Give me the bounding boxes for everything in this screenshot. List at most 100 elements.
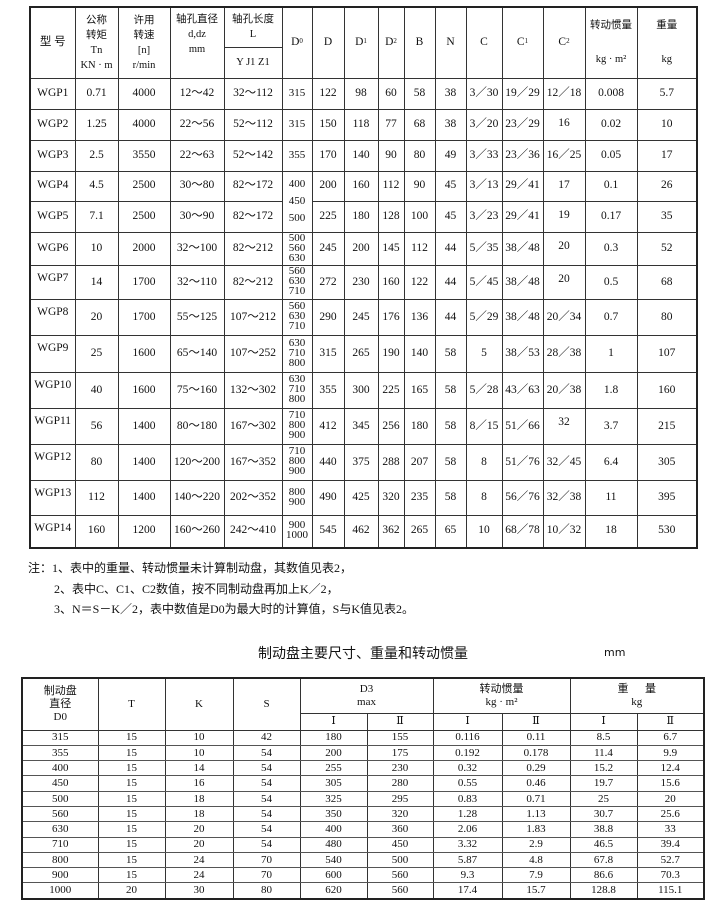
cell-m: 17: [636, 139, 698, 172]
cell-weight-II: 15.6: [636, 775, 705, 792]
cell-inertia-I: 3.32: [432, 836, 503, 853]
cell-d: 30～90: [169, 200, 225, 233]
header-D: D: [311, 6, 345, 79]
cell-S: 42: [232, 729, 301, 746]
cell-D1: 345: [343, 408, 379, 446]
cell-I: 0.1: [584, 170, 638, 202]
header-disc-diameter: 制动盘 直径 D0: [21, 677, 99, 731]
cell-D0: 400 450 500: [281, 170, 313, 233]
header-bore-length-types: Y J1 Z1: [223, 46, 283, 79]
cell-D0: 900 1000: [281, 515, 313, 549]
cell-m: 68: [636, 265, 698, 301]
table-row: WGP10 40 1600 75～160 132～302 630 710 800 355 300 2…: [29, 372, 698, 410]
cell-inertia-I: 1.28: [432, 805, 503, 823]
cell-D1: 160: [343, 170, 379, 202]
cell-C: 3／23: [465, 200, 503, 233]
cell-d: 12～42: [169, 77, 225, 110]
table-row: WGP8 20 1700 55～125 107～212 560 630 710 290 245 17…: [29, 299, 698, 337]
cell-C: 5／45: [465, 265, 503, 301]
cell-weight-I: 25: [569, 790, 638, 807]
cell-model: WGP7: [29, 265, 76, 301]
table-row: 400 15 14 54 255 230 0.32 0.29 15.2 12.4: [21, 760, 705, 777]
cell-tn: 14: [74, 265, 119, 301]
D0-value: 800: [288, 485, 306, 498]
header-S: S: [232, 677, 301, 731]
cell-inertia-II: 4.8: [501, 851, 571, 869]
cell-d: 32～100: [169, 231, 225, 267]
table-row: 355 15 10 54 200 175 0.192 0.178 11.4 9.9: [21, 744, 705, 762]
cell-d: 80～180: [169, 408, 225, 446]
cell-C1: 51／66: [501, 408, 544, 446]
table-row: WGP9 25 1600 65～140 107～252 630 710 800 315 265 19…: [29, 335, 698, 374]
D0-value: 800: [288, 393, 306, 406]
cell-C2: 20: [542, 231, 586, 267]
cell-S: 70: [232, 851, 301, 869]
cell-weight-II: 25.6: [636, 805, 705, 823]
cell-d: 120～200: [169, 444, 225, 482]
cell-D3-I: 620: [299, 882, 368, 900]
cell-weight-II: 20: [636, 790, 705, 807]
D0-value: 560: [288, 241, 306, 254]
cell-D: 412: [311, 408, 345, 446]
cell-N: 58: [434, 444, 467, 482]
cell-model: WGP3: [29, 139, 76, 172]
D0-value: 450: [288, 195, 306, 207]
cell-inertia-I: 5.87: [432, 851, 503, 869]
coupling-spec-table: 型 号 公称 转矩 Tn KN · m 许用 转速 [n] r/min 轴孔直径 d,dz mm…: [29, 6, 698, 549]
cell-I: 11: [584, 480, 638, 517]
cell-n: 1600: [117, 335, 171, 374]
cell-C1: 23／29: [501, 108, 544, 141]
D0-value: 630: [288, 251, 306, 264]
cell-N: 58: [434, 335, 467, 374]
cell-K: 30: [164, 882, 234, 900]
cell-C1: 56／76: [501, 480, 544, 517]
cell-K: 14: [164, 760, 234, 777]
cell-tn: 25: [74, 335, 119, 374]
D0-value: 355: [288, 149, 306, 162]
cell-S: 70: [232, 867, 301, 884]
cell-model: WGP14: [29, 515, 76, 549]
D0-value: 800: [288, 356, 306, 369]
cell-L: 107～252: [223, 335, 283, 374]
cell-disc-diameter: 315: [21, 729, 99, 746]
cell-m: 107: [636, 335, 698, 374]
cell-K: 18: [164, 805, 234, 823]
cell-d: 22～56: [169, 108, 225, 141]
cell-C: 5／35: [465, 231, 503, 267]
cell-B: 80: [403, 139, 436, 172]
D0-value: 800: [288, 455, 306, 468]
cell-B: 140: [403, 335, 436, 374]
table-row: 800 15 24 70 540 500 5.87 4.8 67.8 52.7: [21, 851, 705, 869]
cell-D3-I: 180: [299, 729, 368, 746]
cell-C: 3／30: [465, 77, 503, 110]
table-row: WGP12 80 1400 120～200 167～352 710 800 900 440 375…: [29, 444, 698, 482]
cell-inertia-I: 0.192: [432, 744, 503, 762]
cell-weight-I: 38.8: [569, 821, 638, 838]
cell-I: 0.3: [584, 231, 638, 267]
cell-disc-diameter: 400: [21, 760, 99, 777]
cell-weight-I: 46.5: [569, 836, 638, 853]
cell-B: 136: [403, 299, 436, 337]
cell-D3-I: 200: [299, 744, 368, 762]
cell-D0: 500 560 630: [281, 231, 313, 267]
cell-inertia-I: 0.32: [432, 760, 503, 777]
cell-D0: 710 800 900: [281, 408, 313, 446]
cell-weight-I: 30.7: [569, 805, 638, 823]
header-T: T: [97, 677, 166, 731]
cell-D3-I: 540: [299, 851, 368, 869]
cell-d: 140～220: [169, 480, 225, 517]
cell-C1: 23／36: [501, 139, 544, 172]
cell-weight-II: 9.9: [636, 744, 705, 762]
cell-C: 8: [465, 480, 503, 517]
cell-model: WGP9: [29, 335, 76, 374]
cell-D3-II: 175: [366, 744, 434, 762]
cell-inertia-II: 15.7: [501, 882, 571, 900]
cell-inertia-I: 0.116: [432, 729, 503, 746]
cell-disc-diameter: 1000: [21, 882, 99, 900]
table-row: WGP3 2.5 3550 22～63 52～142 355 170 140 90 80 49 3／3…: [29, 139, 698, 172]
cell-D3-I: 350: [299, 805, 368, 823]
cell-D1: 180: [343, 200, 379, 233]
cell-inertia-II: 2.9: [501, 836, 571, 853]
cell-tn: 0.71: [74, 77, 119, 110]
cell-D: 170: [311, 139, 345, 172]
